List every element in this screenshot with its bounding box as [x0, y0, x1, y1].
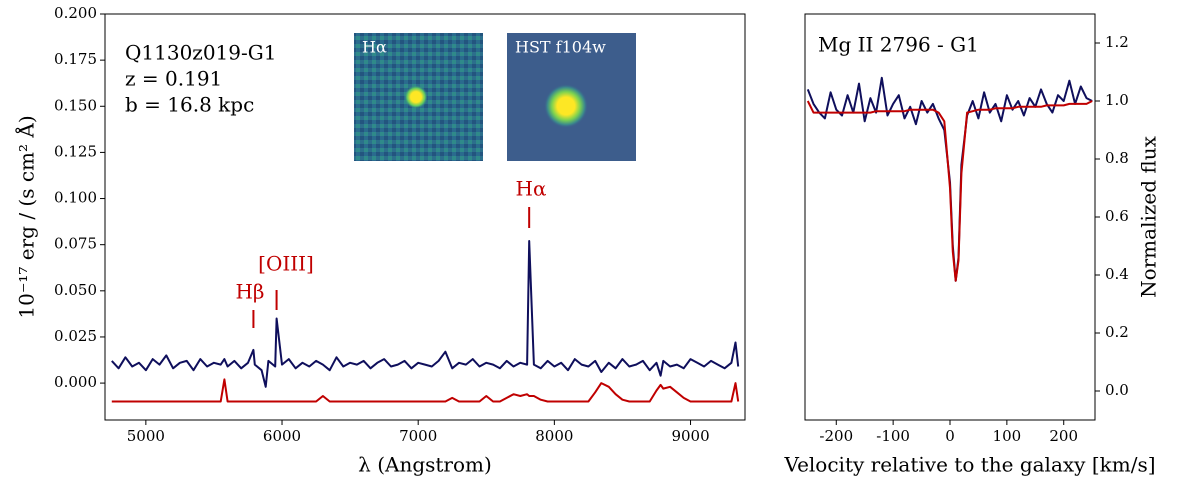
axes-frame [804, 13, 1096, 421]
y-tick-label: 0.025 [54, 327, 97, 345]
y-tick-label: 1.0 [1105, 91, 1129, 109]
line-label: Hβ [235, 280, 264, 304]
y-tick-label: 0.2 [1105, 323, 1129, 341]
x-tick-label: 6000 [263, 427, 301, 445]
line-label: [OIII] [258, 252, 314, 276]
panel: -200 -100 0 100 200 0.0 0.2 0.4 0.6 0.8 1.0 1.2 Velo… [783, 13, 1161, 477]
y-tick-label: 0.6 [1105, 207, 1129, 225]
line-label: Hα [516, 177, 547, 201]
x-tick-label: -100 [876, 427, 910, 445]
series-line [111, 378, 740, 403]
annotation: Mg II 2796 - G1 [818, 33, 979, 57]
y-tick-label: 0.0 [1105, 381, 1129, 399]
y-tick-label: 0.150 [54, 96, 97, 114]
y-tick-label: 0.175 [54, 50, 97, 68]
y-tick-label: 0.4 [1105, 265, 1129, 283]
y-tick-label: 0.050 [54, 281, 97, 299]
x-tick-label: 9000 [671, 427, 709, 445]
y-axis-label: Normalized flux [1137, 135, 1161, 298]
y-tick-label: 1.2 [1105, 33, 1129, 51]
y-tick-label: 0.8 [1105, 149, 1129, 167]
x-axis-label: Velocity relative to the galaxy [km/s] [783, 453, 1155, 477]
annotation: Q1130z019-G1 [125, 41, 276, 65]
annotation: z = 0.191 [125, 67, 222, 91]
x-tick-label: 100 [993, 427, 1022, 445]
x-tick-label: 7000 [399, 427, 437, 445]
inset-source [404, 85, 428, 109]
y-tick-label: 0.200 [54, 4, 97, 22]
inset-title: HST f104w [515, 38, 606, 57]
x-tick-label: -200 [819, 427, 853, 445]
inset-images [354, 33, 636, 161]
x-tick-label: 0 [945, 427, 955, 445]
x-axis-label: λ (Angstrom) [358, 453, 492, 477]
x-tick-label: 8000 [535, 427, 573, 445]
axes-frame [104, 13, 746, 421]
series-line [806, 100, 1093, 282]
y-tick-label: 0.075 [54, 235, 97, 253]
annotation: b = 16.8 kpc [125, 93, 254, 117]
y-tick-label: 0.100 [54, 189, 97, 207]
y-tick-label: 0.000 [54, 373, 97, 391]
series-line [111, 240, 740, 388]
x-tick-label: 5000 [127, 427, 165, 445]
inset-title: Hα [362, 38, 387, 57]
x-tick-label: 200 [1049, 427, 1078, 445]
panel: 5000 6000 7000 8000 9000 0.000 0.025 0.050 0.075… [14, 4, 746, 477]
inset-source [544, 84, 588, 128]
y-axis-label: 10⁻¹⁷ erg / (s cm² Å) [14, 115, 39, 318]
y-tick-label: 0.125 [54, 142, 97, 160]
